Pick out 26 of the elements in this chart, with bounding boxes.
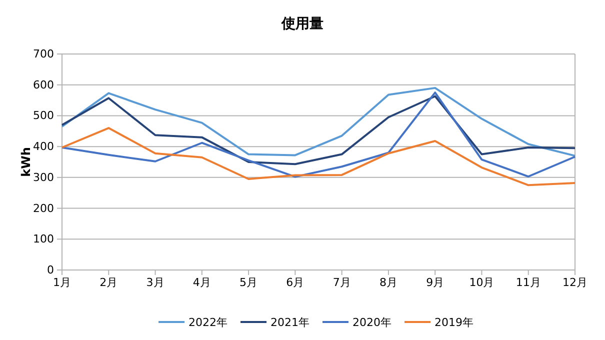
x-tick-label: 12月 [562, 276, 588, 289]
x-tick-label: 7月 [332, 276, 351, 289]
x-tick-label: 11月 [516, 276, 541, 289]
x-tick-label: 2月 [100, 276, 118, 289]
x-tick-label: 4月 [192, 276, 211, 289]
chart-title: 使用量 [280, 16, 324, 32]
legend-label: 2022年 [188, 316, 228, 329]
legend-label: 2020年 [352, 316, 392, 329]
y-tick-label: 500 [33, 109, 54, 122]
y-tick-label: 600 [33, 78, 54, 92]
x-tick-label: 3月 [146, 276, 164, 289]
y-tick-label: 700 [33, 48, 54, 61]
x-tick-label: 8月 [379, 276, 398, 289]
x-tick-label: 10月 [469, 276, 494, 289]
x-tick-label: 5月 [240, 276, 258, 289]
legend-label: 2021年 [270, 316, 310, 329]
y-axis-title: kWh [19, 147, 33, 177]
y-tick-label: 400 [33, 140, 54, 154]
y-tick-label: 200 [33, 202, 54, 215]
y-tick-label: 300 [33, 170, 54, 184]
x-tick-label: 1月 [53, 276, 71, 289]
legend-label: 2019年 [434, 316, 474, 329]
x-tick-label: 6月 [286, 276, 304, 289]
y-tick-label: 100 [33, 232, 54, 246]
x-tick-label: 9月 [426, 276, 444, 289]
y-tick-label: 0 [47, 264, 54, 277]
